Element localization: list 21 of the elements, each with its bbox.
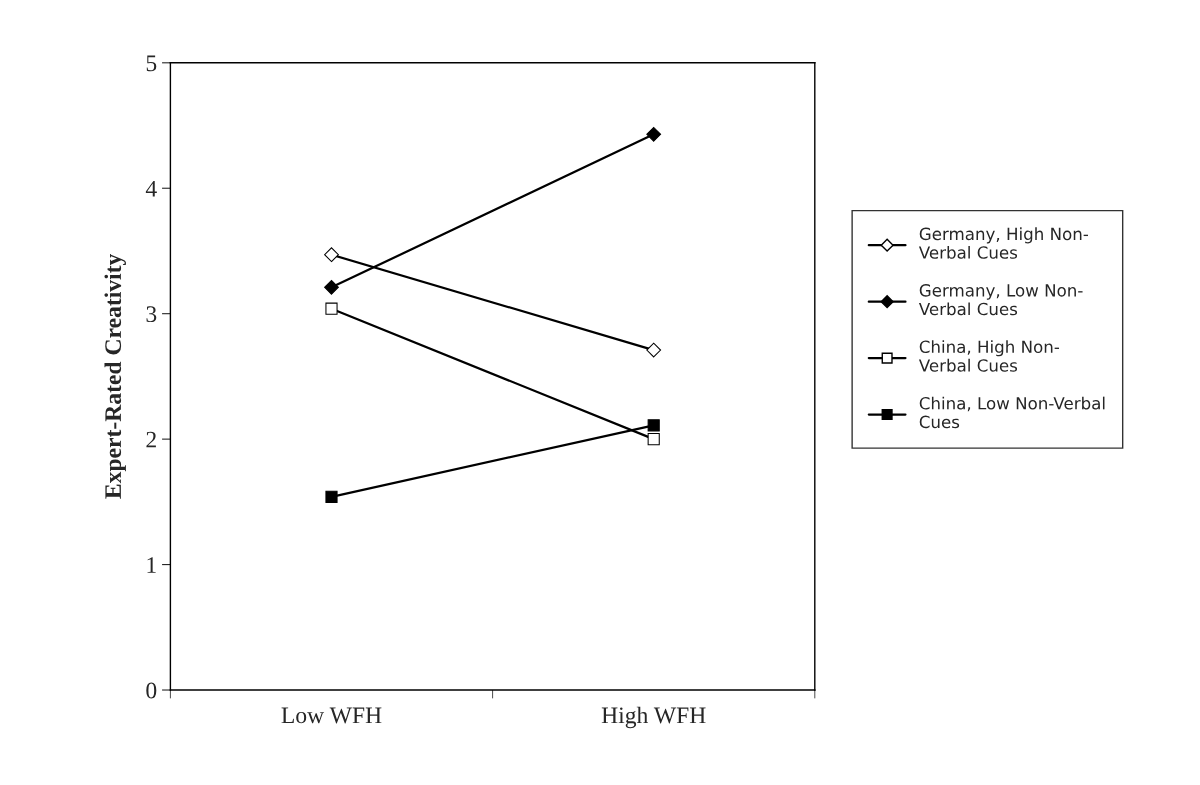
x-tick-label: High WFH bbox=[601, 706, 706, 729]
y-tick-label: 0 bbox=[146, 682, 157, 699]
y-tick-label: 5 bbox=[146, 55, 157, 72]
x-tick-label: Low WFH bbox=[281, 707, 382, 724]
point bbox=[646, 342, 662, 358]
legend-label: China, High Non- Verbal Cues bbox=[918, 340, 1060, 372]
y-tick-label: 2 bbox=[146, 431, 156, 448]
y-tick-label: 3 bbox=[146, 306, 157, 323]
point bbox=[324, 247, 339, 263]
legend-label: Germany, Low Non- Verbal Cues bbox=[918, 284, 1083, 316]
point bbox=[647, 433, 660, 446]
y-tick-label: 1 bbox=[147, 557, 156, 573]
point bbox=[325, 490, 338, 503]
y-tick-label: 4 bbox=[145, 180, 157, 197]
point bbox=[646, 126, 662, 142]
point bbox=[647, 419, 660, 432]
legend-label: Germany, High Non- Verbal Cues bbox=[918, 227, 1089, 259]
point bbox=[324, 279, 339, 295]
legend-label: China, Low Non-Verbal Cues bbox=[919, 396, 1105, 429]
y-axis-title: Expert-Rated Creativity bbox=[104, 253, 126, 499]
point bbox=[325, 302, 338, 315]
